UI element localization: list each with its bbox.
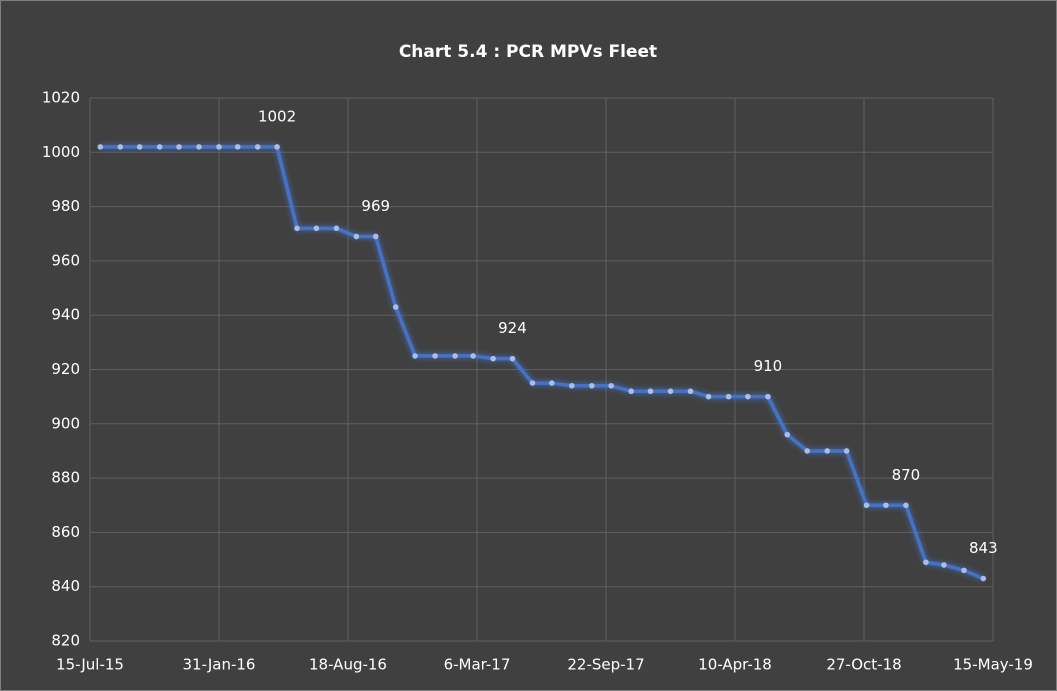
point: [843, 448, 850, 454]
x-tick-label: 18-Aug-16: [309, 656, 387, 674]
data-label: 843: [969, 539, 998, 557]
point: [941, 562, 947, 568]
x-tick-label: 22-Sep-17: [567, 656, 644, 674]
point: [372, 233, 379, 240]
point: [647, 388, 654, 395]
y-tick-label: 920: [51, 360, 80, 378]
point: [452, 353, 458, 359]
point: [176, 144, 182, 150]
y-tick-label: 860: [51, 523, 80, 541]
point: [432, 353, 438, 359]
point: [745, 393, 751, 400]
y-tick-label: 980: [51, 197, 80, 215]
point: [705, 393, 712, 400]
y-tick-label: 960: [51, 251, 80, 269]
point: [274, 144, 280, 150]
point: [589, 382, 595, 389]
x-tick-label: 15-Jul-15: [56, 656, 124, 674]
point: [412, 353, 418, 359]
point: [824, 448, 831, 454]
point: [97, 144, 104, 150]
point: [156, 144, 163, 150]
point: [961, 567, 967, 574]
x-tick-label: 27-Oct-18: [826, 656, 901, 674]
y-tick-label: 840: [51, 577, 80, 595]
point: [234, 144, 241, 150]
point: [784, 431, 791, 438]
data-label: 870: [892, 466, 921, 484]
point: [667, 388, 674, 395]
point: [392, 304, 399, 310]
x-tick-label: 6-Mar-17: [444, 656, 511, 674]
y-tick-label: 940: [51, 306, 80, 324]
point: [117, 144, 124, 150]
point: [765, 393, 771, 400]
point: [923, 559, 929, 566]
point: [687, 388, 694, 395]
point: [725, 393, 732, 400]
point: [628, 388, 634, 395]
point: [136, 144, 143, 150]
y-tick-label: 900: [51, 414, 80, 432]
point: [549, 380, 555, 386]
point: [333, 225, 340, 232]
x-tick-label: 10-Apr-18: [698, 656, 772, 674]
y-tick-label: 820: [51, 632, 80, 650]
data-label: 969: [361, 197, 390, 215]
point: [470, 353, 476, 359]
data-label: 1002: [258, 107, 296, 125]
y-tick-label: 880: [51, 469, 80, 487]
point: [903, 502, 909, 509]
point: [353, 233, 360, 240]
point: [608, 382, 614, 389]
point: [529, 380, 536, 386]
point: [569, 382, 575, 389]
chart-title: Chart 5.4 : PCR MPVs Fleet: [399, 42, 657, 62]
data-label: 924: [498, 319, 527, 337]
series-line: [100, 145, 985, 581]
point: [804, 448, 811, 454]
y-tick-label: 1020: [42, 89, 80, 107]
point: [509, 355, 516, 362]
y-tick-label: 1000: [42, 143, 80, 161]
point: [883, 502, 889, 509]
x-tick-label: 15-May-19: [953, 656, 1033, 674]
point: [254, 144, 261, 150]
point: [196, 144, 202, 150]
point: [490, 355, 496, 362]
point: [294, 225, 300, 232]
point: [863, 502, 870, 509]
data-label: 910: [754, 357, 783, 375]
point: [313, 225, 320, 232]
point: [216, 144, 222, 150]
point: [980, 575, 987, 582]
x-tick-label: 31-Jan-16: [183, 656, 256, 674]
